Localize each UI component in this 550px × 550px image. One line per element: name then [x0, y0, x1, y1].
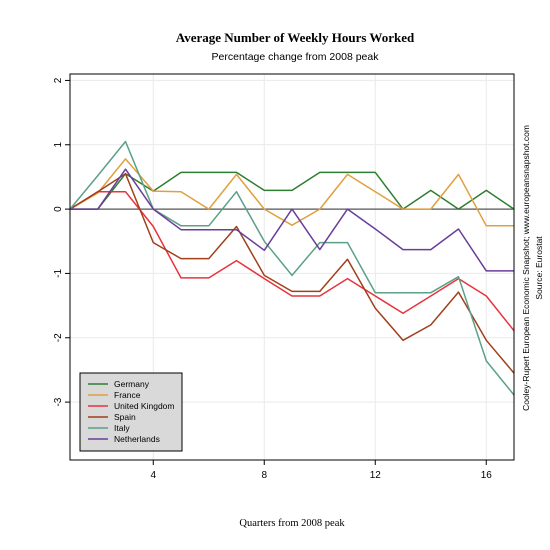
legend-label: Italy	[114, 423, 130, 433]
y-tick-label: -3	[53, 397, 64, 406]
x-tick-label: 8	[261, 470, 267, 481]
series-line-france	[69, 158, 514, 227]
series-line-germany	[70, 171, 515, 210]
x-axis-title: Quarters from 2008 peak	[239, 518, 345, 529]
chart-title: Average Number of Weekly Hours Worked	[176, 30, 415, 45]
x-tick-label: 16	[481, 470, 493, 481]
chart-subtitle: Percentage change from 2008 peak	[212, 51, 380, 63]
series-line-italy	[69, 140, 515, 396]
y-tick-label: 1	[53, 142, 64, 148]
side-note-credit: Cooley-Rupert European Economic Snapshot…	[521, 125, 531, 411]
x-tick-label: 12	[370, 470, 382, 481]
grid-lines	[70, 74, 514, 460]
y-tick-label: -2	[53, 333, 64, 342]
x-axis: 4 8 12 16	[150, 460, 492, 481]
series-line-netherlands	[70, 168, 514, 272]
legend-label: Spain	[114, 412, 136, 422]
legend-label: France	[114, 390, 141, 400]
x-tick-label: 4	[150, 470, 156, 481]
series-line-united-kingdom	[69, 190, 515, 332]
series-line-spain	[69, 172, 515, 374]
y-tick-label: -1	[53, 269, 64, 278]
side-note-source: Source: Eurostat	[534, 236, 544, 300]
y-axis: -3 -2 -1 0 1 2	[53, 77, 70, 407]
y-tick-label: 0	[53, 206, 64, 212]
legend-label: Germany	[114, 379, 150, 389]
legend-label: Netherlands	[114, 434, 160, 444]
legend-label: United Kingdom	[114, 401, 174, 411]
plot-frame	[69, 73, 515, 461]
series-lines	[69, 140, 515, 396]
y-tick-label: 2	[53, 77, 64, 83]
legend-box	[79, 372, 183, 452]
